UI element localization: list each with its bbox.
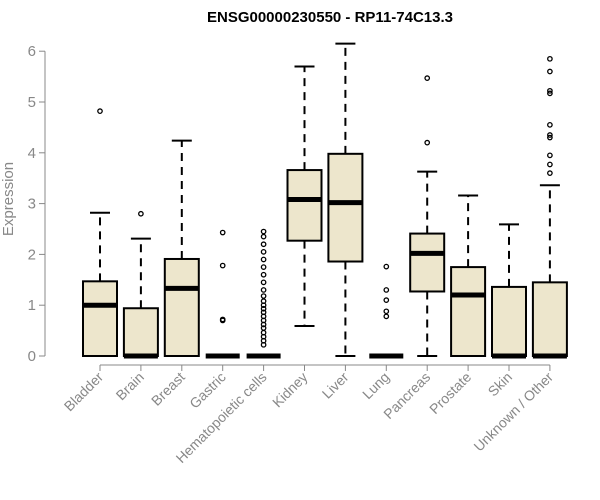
y-tick-label: 6	[28, 43, 36, 60]
chart-title: ENSG00000230550 - RP11-74C13.3	[207, 9, 453, 26]
outlier-point	[547, 87, 553, 94]
box-group-lung	[369, 263, 404, 359]
outlier-point	[219, 316, 226, 323]
box-group-pancreas	[409, 75, 446, 357]
y-tick-label: 5	[28, 94, 36, 111]
x-tick-label: Prostate	[426, 369, 474, 417]
box	[286, 169, 323, 242]
outlier-point	[260, 287, 267, 293]
outlier-point	[547, 152, 553, 159]
box-group-prostate	[450, 194, 487, 358]
outlier-point	[219, 262, 226, 269]
x-tick-label: Lung	[359, 369, 392, 402]
outlier-point	[547, 55, 553, 62]
box-group-unknown-other	[531, 55, 568, 359]
outlier-point	[547, 122, 553, 128]
y-axis: 0 1 2 3 4 5 6	[28, 43, 46, 365]
outlier-point	[383, 313, 390, 320]
outlier-point	[547, 170, 553, 176]
x-tick-label: Kidney	[269, 369, 311, 411]
box	[491, 285, 527, 357]
outlier-point	[260, 309, 267, 316]
outlier-point	[260, 228, 267, 235]
x-tick-label: Breast	[148, 369, 188, 409]
outlier-point	[260, 249, 267, 255]
x-tick-label: Liver	[319, 369, 352, 402]
box	[122, 307, 159, 357]
outlier-point	[383, 297, 390, 303]
box-group-bladder	[82, 108, 118, 358]
outlier-point	[547, 134, 553, 141]
y-tick-label: 1	[28, 297, 36, 314]
x-tick-label: Skin	[485, 369, 516, 400]
box-group-breast	[163, 139, 200, 357]
box	[82, 280, 118, 358]
y-axis-label: Expression	[0, 162, 17, 236]
box	[450, 266, 487, 358]
box-group-skin	[491, 223, 527, 359]
box	[163, 257, 200, 357]
outlier-point	[260, 264, 267, 270]
outlier-point	[260, 293, 267, 299]
outlier-point	[260, 279, 267, 286]
box-group-liver	[327, 42, 364, 357]
y-tick-label: 2	[28, 246, 36, 263]
outlier-point	[260, 241, 267, 248]
outlier-point	[260, 305, 267, 312]
outlier-point	[424, 139, 431, 146]
outlier-point	[547, 68, 553, 75]
x-tick-label: Bladder	[61, 369, 107, 415]
outlier-point	[260, 271, 267, 278]
box-group-kidney	[286, 65, 323, 328]
outlier-point	[547, 161, 553, 168]
box	[327, 152, 364, 263]
outlier-point	[424, 75, 431, 81]
box-group-brain	[122, 210, 159, 359]
outlier-point	[383, 263, 390, 270]
box	[409, 232, 446, 293]
outlier-point	[547, 90, 553, 97]
outlier-point	[138, 210, 144, 217]
box	[531, 281, 568, 357]
boxplot-series	[82, 42, 568, 359]
box-group-gastric	[205, 229, 240, 359]
y-tick-label: 0	[28, 348, 36, 365]
outlier-point	[383, 287, 390, 293]
outlier-point	[383, 308, 390, 315]
outlier-point	[97, 108, 103, 114]
outlier-point	[260, 233, 267, 240]
box-group-hematopoietic-cells	[246, 228, 281, 359]
y-tick-label: 4	[28, 145, 36, 162]
y-tick-label: 3	[28, 196, 36, 213]
outlier-point	[260, 298, 267, 304]
outlier-point	[547, 132, 553, 138]
outlier-point	[260, 256, 267, 263]
outlier-point	[219, 229, 226, 236]
outlier-point	[260, 325, 267, 331]
x-tick-label: Brain	[113, 369, 147, 403]
